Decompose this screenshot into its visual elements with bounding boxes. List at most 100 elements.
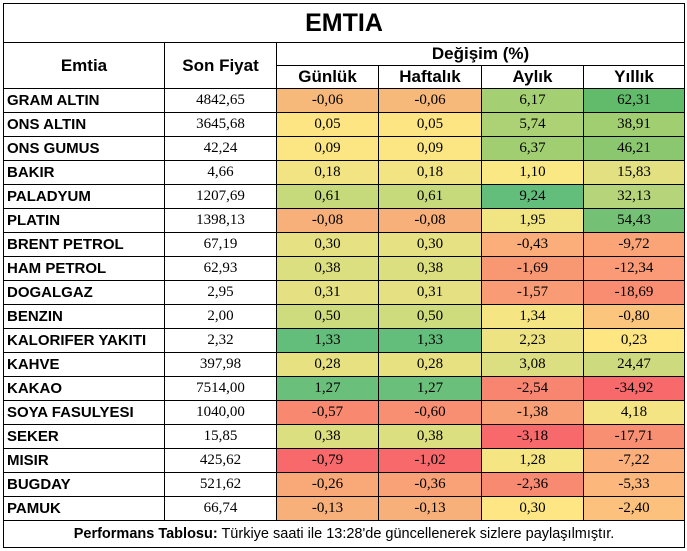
yearly-change: -5,33 (582, 472, 686, 497)
yearly-change: -2,40 (582, 496, 686, 521)
commodity-name: BUGDAY (3, 472, 165, 497)
weekly-change: 0,38 (378, 256, 482, 281)
weekly-change: -0,06 (378, 88, 482, 113)
header-daily: Günlük (276, 65, 379, 89)
monthly-change: 6,17 (481, 88, 584, 113)
table-row: KAKAO 7514,00 1,27 1,27 -2,54 -34,92 (3, 376, 686, 401)
yearly-change: -17,71 (582, 424, 686, 449)
monthly-change: 5,74 (481, 112, 584, 137)
table-row: PAMUK 66,74 -0,13 -0,13 0,30 -2,40 (3, 496, 686, 521)
commodity-table-container: EMTIA Emtia Son Fiyat Değişim (%) Günlük… (2, 3, 686, 548)
monthly-change: -3,18 (481, 424, 584, 449)
footer-label: Performans Tablosu: (73, 526, 218, 542)
table-row: BENZIN 2,00 0,50 0,50 1,34 -0,80 (3, 304, 686, 329)
commodity-name: SOYA FASULYESI (3, 400, 165, 425)
table-row: BRENT PETROL 67,19 0,30 0,30 -0,43 -9,72 (3, 232, 686, 257)
weekly-change: -0,60 (378, 400, 482, 425)
monthly-change: 2,23 (481, 328, 584, 353)
daily-change: -0,26 (276, 472, 379, 497)
daily-change: 0,38 (276, 424, 379, 449)
table-row: PALADYUM 1207,69 0,61 0,61 9,24 32,13 (3, 184, 686, 209)
commodity-name: GRAM ALTIN (3, 88, 165, 113)
header-weekly: Haftalık (378, 65, 482, 89)
yearly-change: 24,47 (582, 352, 686, 377)
daily-change: -0,06 (276, 88, 379, 113)
last-price: 15,85 (164, 424, 277, 449)
commodity-name: ONS GUMUS (3, 136, 165, 161)
commodity-name: DOGALGAZ (3, 280, 165, 305)
last-price: 4842,65 (164, 88, 277, 113)
commodity-name: BRENT PETROL (3, 232, 165, 257)
weekly-change: 0,50 (378, 304, 482, 329)
commodity-name: PLATIN (3, 208, 165, 233)
monthly-change: 1,28 (481, 448, 584, 473)
yearly-change: 54,43 (582, 208, 686, 233)
commodity-name: BAKIR (3, 160, 165, 185)
header-yearly: Yıllık (582, 65, 686, 89)
commodity-name: BENZIN (3, 304, 165, 329)
weekly-change: 0,18 (378, 160, 482, 185)
commodity-name: HAM PETROL (3, 256, 165, 281)
table-row: GRAM ALTIN 4842,65 -0,06 -0,06 6,17 62,31 (3, 88, 686, 113)
commodity-name: MISIR (3, 448, 165, 473)
daily-change: -0,08 (276, 208, 379, 233)
commodity-name: KAKAO (3, 376, 165, 401)
monthly-change: 3,08 (481, 352, 584, 377)
daily-change: 1,27 (276, 376, 379, 401)
last-price: 2,95 (164, 280, 277, 305)
weekly-change: 1,27 (378, 376, 482, 401)
table-row: ONS ALTIN 3645,68 0,05 0,05 5,74 38,91 (3, 112, 686, 137)
weekly-change: 0,09 (378, 136, 482, 161)
last-price: 67,19 (164, 232, 277, 257)
table-row: MISIR 425,62 -0,79 -1,02 1,28 -7,22 (3, 448, 686, 473)
table-row: KAHVE 397,98 0,28 0,28 3,08 24,47 (3, 352, 686, 377)
monthly-change: 1,34 (481, 304, 584, 329)
daily-change: 0,09 (276, 136, 379, 161)
yearly-change: -34,92 (582, 376, 686, 401)
last-price: 1398,13 (164, 208, 277, 233)
weekly-change: 0,28 (378, 352, 482, 377)
daily-change: 0,30 (276, 232, 379, 257)
weekly-change: 1,33 (378, 328, 482, 353)
daily-change: 0,18 (276, 160, 379, 185)
monthly-change: -1,57 (481, 280, 584, 305)
weekly-change: 0,05 (378, 112, 482, 137)
monthly-change: -1,69 (481, 256, 584, 281)
yearly-change: 38,91 (582, 112, 686, 137)
monthly-change: 0,30 (481, 496, 584, 521)
table-row: SOYA FASULYESI 1040,00 -0,57 -0,60 -1,38 4,18 (3, 400, 686, 425)
table-row: PLATIN 1398,13 -0,08 -0,08 1,95 54,43 (3, 208, 686, 233)
last-price: 397,98 (164, 352, 277, 377)
last-price: 2,00 (164, 304, 277, 329)
daily-change: 0,38 (276, 256, 379, 281)
last-price: 7514,00 (164, 376, 277, 401)
header-commodity: Emtia (3, 42, 165, 89)
weekly-change: 0,30 (378, 232, 482, 257)
yearly-change: 62,31 (582, 88, 686, 113)
yearly-change: 46,21 (582, 136, 686, 161)
weekly-change: -0,13 (378, 496, 482, 521)
table-title: EMTIA (2, 3, 686, 43)
monthly-change: 1,95 (481, 208, 584, 233)
yearly-change: 0,23 (582, 328, 686, 353)
weekly-change: 0,31 (378, 280, 482, 305)
monthly-change: -0,43 (481, 232, 584, 257)
commodity-name: KAHVE (3, 352, 165, 377)
daily-change: 0,61 (276, 184, 379, 209)
table-body: GRAM ALTIN 4842,65 -0,06 -0,06 6,17 62,31 ONS … (3, 88, 686, 521)
yearly-change: -9,72 (582, 232, 686, 257)
header-monthly: Aylık (481, 65, 584, 89)
weekly-change: 0,61 (378, 184, 482, 209)
last-price: 425,62 (164, 448, 277, 473)
last-price: 1207,69 (164, 184, 277, 209)
monthly-change: 6,37 (481, 136, 584, 161)
yearly-change: 4,18 (582, 400, 686, 425)
commodity-name: PALADYUM (3, 184, 165, 209)
daily-change: -0,57 (276, 400, 379, 425)
last-price: 66,74 (164, 496, 277, 521)
yearly-change: -0,80 (582, 304, 686, 329)
commodity-name: ONS ALTIN (3, 112, 165, 137)
table-row: ONS GUMUS 42,24 0,09 0,09 6,37 46,21 (3, 136, 686, 161)
header-last-price: Son Fiyat (164, 42, 277, 89)
commodity-name: KALORIFER YAKITI (3, 328, 165, 353)
